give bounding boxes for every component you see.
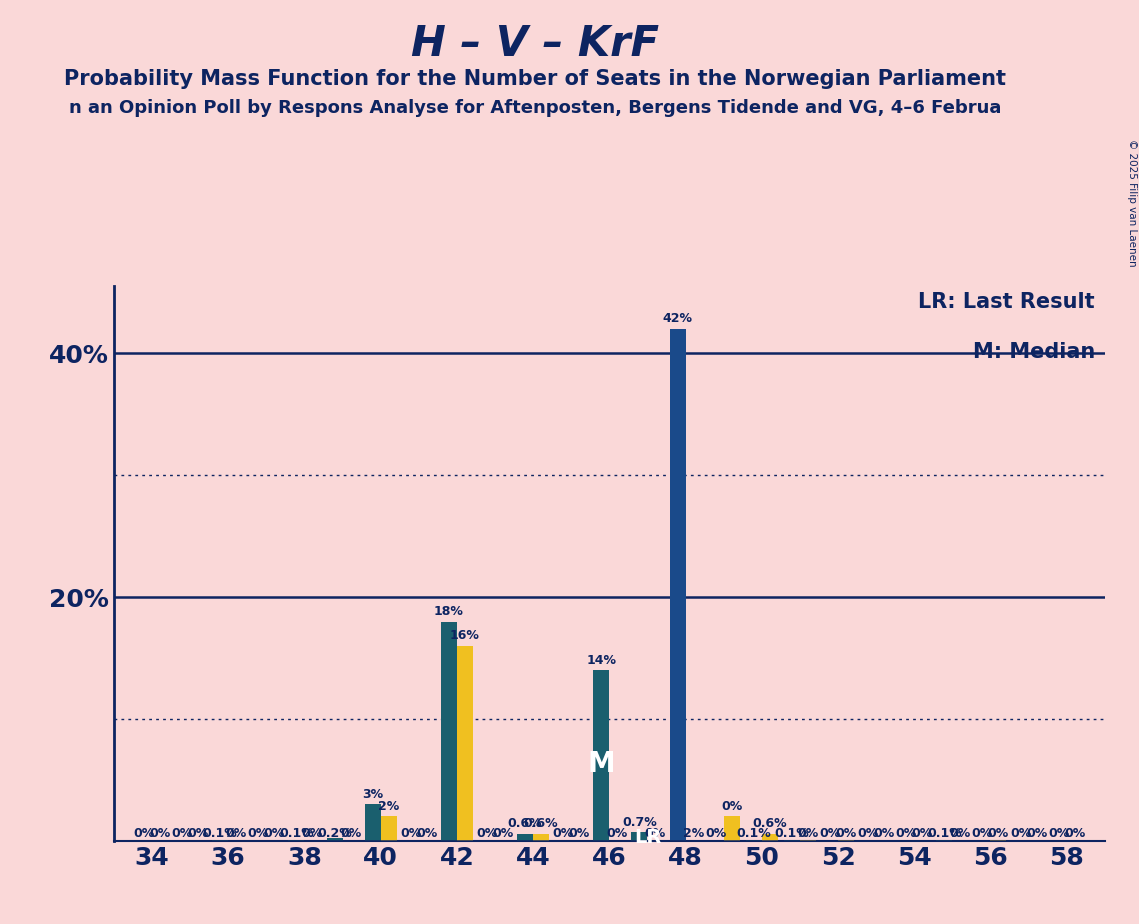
- Bar: [364, 804, 380, 841]
- Bar: [936, 840, 952, 841]
- Text: 0%: 0%: [874, 827, 895, 840]
- Bar: [327, 838, 343, 841]
- Text: © 2025 Filip van Laenen: © 2025 Filip van Laenen: [1126, 139, 1137, 266]
- Text: 0%: 0%: [416, 827, 437, 840]
- Text: 0.1%: 0.1%: [927, 827, 961, 840]
- Text: 0%: 0%: [339, 827, 361, 840]
- Bar: [380, 817, 396, 841]
- Text: Probability Mass Function for the Number of Seats in the Norwegian Parliament: Probability Mass Function for the Number…: [64, 69, 1007, 90]
- Text: 0%: 0%: [895, 827, 917, 840]
- Text: 0%: 0%: [552, 827, 574, 840]
- Text: 2%: 2%: [378, 800, 400, 813]
- Bar: [631, 833, 647, 841]
- Text: 0.6%: 0.6%: [524, 817, 558, 830]
- Text: 0%: 0%: [302, 827, 323, 840]
- Text: 14%: 14%: [587, 653, 616, 666]
- Text: 0.1%: 0.1%: [737, 827, 771, 840]
- Text: 0%: 0%: [1010, 827, 1031, 840]
- Text: M: M: [588, 750, 615, 778]
- Text: 0.6%: 0.6%: [508, 817, 542, 830]
- Text: 0%: 0%: [645, 827, 666, 840]
- Text: 0.1%: 0.1%: [775, 827, 810, 840]
- Text: 0%: 0%: [247, 827, 269, 840]
- Text: 0%: 0%: [988, 827, 1009, 840]
- Bar: [723, 817, 739, 841]
- Text: 2%: 2%: [683, 827, 704, 840]
- Text: 0%: 0%: [835, 827, 857, 840]
- Bar: [991, 840, 1007, 841]
- Text: 0%: 0%: [492, 827, 514, 840]
- Text: 0%: 0%: [568, 827, 590, 840]
- Text: 0%: 0%: [721, 800, 743, 813]
- Text: 0%: 0%: [400, 827, 421, 840]
- Bar: [288, 840, 304, 841]
- Text: 0%: 0%: [149, 827, 171, 840]
- Bar: [457, 646, 473, 841]
- Bar: [838, 840, 854, 841]
- Text: 0%: 0%: [911, 827, 933, 840]
- Bar: [441, 622, 457, 841]
- Text: 0%: 0%: [950, 827, 972, 840]
- Text: 0%: 0%: [1048, 827, 1070, 840]
- Text: 0.1%: 0.1%: [203, 827, 238, 840]
- Text: 0%: 0%: [858, 827, 879, 840]
- Text: 0%: 0%: [476, 827, 498, 840]
- Text: 0.7%: 0.7%: [622, 816, 657, 829]
- Text: 0%: 0%: [188, 827, 208, 840]
- Bar: [800, 840, 816, 841]
- Text: 0%: 0%: [797, 827, 819, 840]
- Text: 0%: 0%: [972, 827, 993, 840]
- Text: 18%: 18%: [434, 605, 464, 618]
- Text: 0%: 0%: [705, 827, 727, 840]
- Text: 42%: 42%: [663, 312, 693, 325]
- Bar: [746, 840, 762, 841]
- Text: 0%: 0%: [1064, 827, 1085, 840]
- Text: H – V – KrF: H – V – KrF: [411, 23, 659, 65]
- Text: n an Opinion Poll by Respons Analyse for Aftenposten, Bergens Tidende and VG, 4–: n an Opinion Poll by Respons Analyse for…: [69, 99, 1001, 116]
- Bar: [533, 833, 549, 841]
- Text: 16%: 16%: [450, 629, 480, 642]
- Bar: [593, 670, 609, 841]
- Text: 0%: 0%: [607, 827, 628, 840]
- Text: 0%: 0%: [1026, 827, 1047, 840]
- Text: 0%: 0%: [264, 827, 285, 840]
- Text: 0%: 0%: [172, 827, 192, 840]
- Text: 0%: 0%: [819, 827, 841, 840]
- Text: 0.1%: 0.1%: [279, 827, 314, 840]
- Text: 0%: 0%: [226, 827, 247, 840]
- Bar: [517, 833, 533, 841]
- Text: 3%: 3%: [362, 787, 383, 800]
- Bar: [670, 329, 686, 841]
- Text: M: Median: M: Median: [973, 342, 1095, 362]
- Text: LR: Last Result: LR: Last Result: [918, 292, 1095, 312]
- Text: 0%: 0%: [133, 827, 155, 840]
- Text: 0.6%: 0.6%: [753, 817, 787, 830]
- Bar: [212, 840, 228, 841]
- Text: LR: LR: [633, 828, 661, 846]
- Text: 0.2%: 0.2%: [317, 827, 352, 840]
- Bar: [762, 833, 778, 841]
- Bar: [784, 840, 800, 841]
